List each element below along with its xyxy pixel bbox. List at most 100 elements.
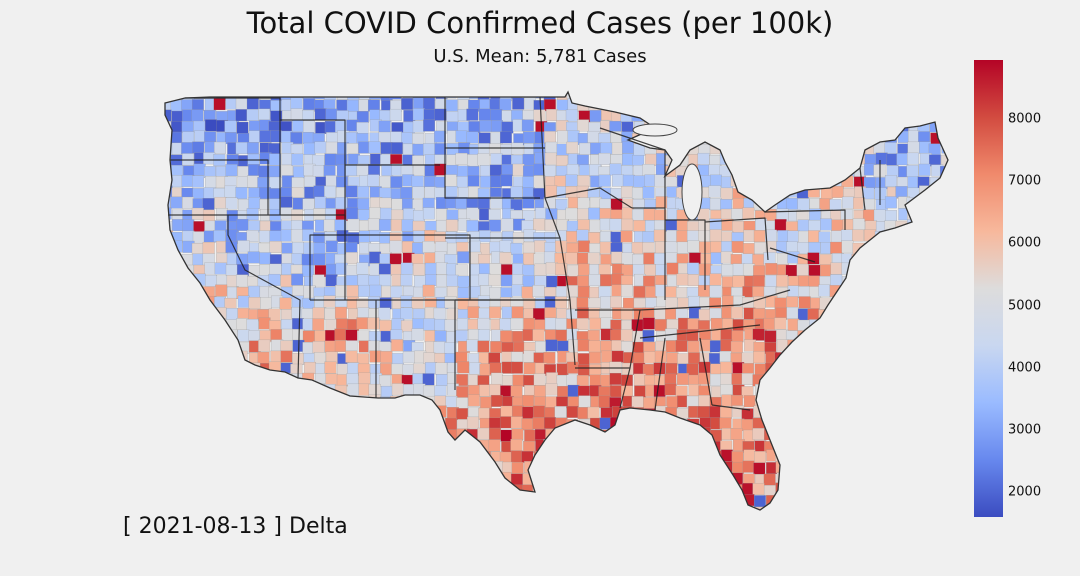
county-cell [543, 351, 556, 364]
county-cell [202, 483, 215, 496]
county-cell [400, 320, 413, 333]
county-cell [456, 516, 468, 528]
county-cell [534, 517, 546, 529]
county-cell [731, 241, 744, 253]
county-cell [743, 229, 756, 242]
county-cell [290, 384, 303, 397]
county-cell [886, 372, 899, 385]
county-cell [578, 495, 591, 507]
county-cell [171, 121, 183, 134]
county-cell [633, 373, 646, 386]
county-cell [678, 451, 691, 464]
county-cell [665, 297, 678, 310]
county-cell [622, 504, 635, 510]
county-cell [953, 318, 965, 330]
county-cell [919, 285, 932, 298]
county-cell [864, 109, 877, 122]
county-cell [578, 504, 591, 510]
county-cell [335, 197, 348, 210]
county-cell [368, 394, 381, 407]
county-cell [851, 132, 864, 145]
county-cell [578, 484, 590, 497]
county-cell [357, 185, 370, 198]
county-cell [632, 254, 645, 267]
county-cell [204, 331, 217, 344]
county-cell [797, 406, 810, 419]
county-cell [165, 417, 171, 430]
county-cell [389, 108, 402, 121]
county-cell [797, 419, 810, 432]
county-cell [632, 417, 645, 430]
county-cell [776, 274, 789, 287]
county-cell [709, 340, 722, 353]
county-cell [165, 320, 172, 333]
county-cell [687, 428, 700, 441]
county-cell [939, 264, 948, 277]
county-cell [468, 472, 480, 485]
county-cell [314, 439, 327, 452]
county-cell [643, 275, 656, 288]
county-cell [634, 482, 647, 495]
colorbar-tick-label: 5000 [1008, 298, 1042, 314]
state-border-line [455, 299, 576, 366]
state-border-line [575, 367, 631, 409]
county-cell [402, 427, 414, 440]
county-cell [953, 473, 965, 485]
county-cell [709, 285, 722, 298]
county-cell [753, 495, 766, 508]
county-cell [381, 440, 394, 453]
county-cell [489, 287, 502, 300]
county-cell [917, 262, 930, 275]
county-cell [809, 462, 822, 475]
county-cell [170, 273, 183, 286]
county-cell [699, 417, 712, 430]
county-cell [402, 241, 414, 253]
county-cell [831, 342, 843, 354]
county-cell [754, 517, 766, 529]
county-cell [413, 97, 425, 110]
county-cell [447, 452, 459, 464]
state-border-line [769, 247, 816, 263]
county-cell [193, 221, 206, 234]
county-cell [775, 132, 788, 145]
county-cell [840, 493, 853, 506]
county-cell [731, 330, 744, 343]
county-cell [379, 495, 392, 508]
county-cell [269, 483, 282, 496]
county-cell [808, 219, 821, 232]
county-cell [742, 207, 755, 220]
county-cell [389, 461, 402, 474]
county-cell [776, 208, 789, 221]
county-cell [534, 240, 547, 253]
county-cell [445, 396, 458, 408]
county-cell [165, 276, 173, 289]
state-border-line [632, 207, 666, 300]
county-cell [458, 439, 471, 451]
county-cell [809, 165, 822, 178]
county-cell [345, 329, 358, 342]
county-cell [401, 394, 413, 407]
county-cell [774, 143, 787, 156]
county-cell [268, 439, 281, 452]
county-cell [951, 89, 963, 101]
county-cell [568, 462, 581, 475]
county-cell [908, 100, 921, 113]
county-cell [521, 495, 534, 508]
county-cell [357, 471, 370, 484]
county-cell [908, 130, 920, 143]
county-cell [720, 471, 733, 484]
county-cell [292, 120, 305, 133]
county-cell [523, 374, 536, 387]
county-cell [422, 451, 435, 464]
county-cell [336, 99, 349, 112]
county-cell [303, 242, 316, 255]
county-cell [655, 196, 668, 209]
county-cell [587, 406, 600, 419]
county-cell [853, 110, 866, 123]
county-cell [367, 296, 380, 309]
county-cell [236, 218, 249, 231]
county-cell [225, 264, 238, 277]
county-cell [765, 263, 778, 275]
county-cell [181, 297, 194, 310]
